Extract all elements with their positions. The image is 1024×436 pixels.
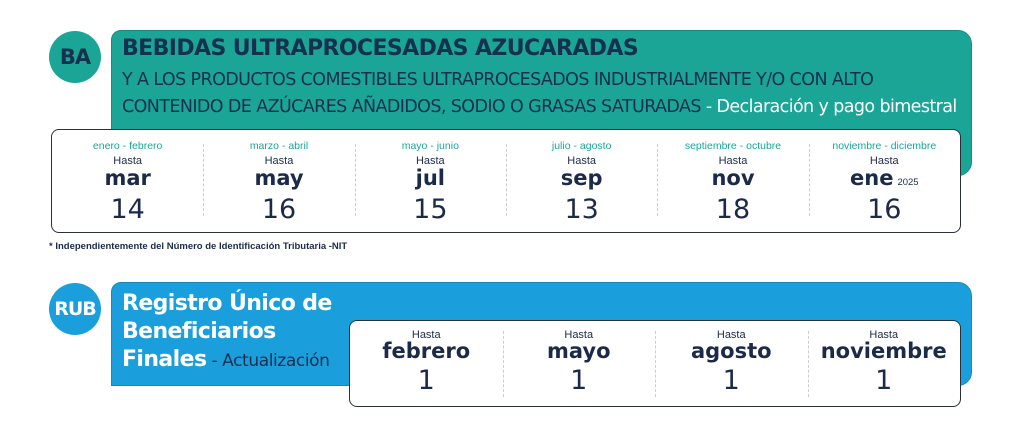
ba-period-label: noviembre - diciembre [832,140,937,152]
ba-hasta-label: Hasta [869,155,899,167]
ba-deadline-item: mayo - junio Hasta jul 15 [354,130,506,232]
ba-month-text: nov [711,166,755,190]
rub-title: Registro Único de Beneficiarios Finales … [122,290,352,375]
ba-month-label: jul [355,166,506,190]
ba-day-value: 18 [715,194,751,225]
ba-month-label: mar [52,166,203,190]
rub-hasta-label: Hasta [564,329,594,341]
ba-footnote: * Independientemente del Número de Ident… [49,241,348,252]
ba-deadline-item: septiembre - octubre Hasta nov 18 [657,130,808,232]
rub-day-value: 1 [722,365,740,396]
rub-deadline-item: Hasta noviembre 1 [807,321,961,406]
ba-hasta-label: Hasta [264,155,294,167]
ba-period-label: septiembre - octubre [684,140,782,152]
ba-deadline-item: marzo - abril Hasta may 16 [203,130,354,232]
ba-subtitle: Y A LOS PRODUCTOS COMESTIBLES ULTRAPROCE… [122,67,972,121]
rub-month-label: noviembre [820,339,947,363]
rub-day-value: 1 [417,365,435,396]
rub-badge: RUB [49,283,101,335]
ba-month-label: may [203,166,354,190]
rub-deadlines-table: Hasta febrero 1 Hasta mayo 1 Hasta agost… [349,320,961,407]
rub-title-main: Registro Único de Beneficiarios Finales [122,291,332,372]
ba-month-text: jul [415,166,445,190]
rub-hasta-label: Hasta [716,329,746,341]
ba-hasta-label: Hasta [113,155,143,167]
ba-badge: BA [49,31,101,83]
ba-period-label: julio - agosto [551,140,612,152]
ba-subtitle-suffix: - Declaración y pago bimestral [700,97,957,117]
ba-day-value: 16 [261,194,297,225]
rub-deadline-item: Hasta febrero 1 [350,321,503,406]
ba-hasta-label: Hasta [718,155,748,167]
ba-deadline-item: julio - agosto Hasta sep 13 [505,130,657,232]
ba-period-label: marzo - abril [249,140,309,152]
rub-hasta-label: Hasta [411,329,441,341]
rub-month-label: mayo [546,339,611,363]
ba-month-text: mar [104,166,151,190]
rub-day-value: 1 [875,365,893,396]
ba-deadline-item: enero - febrero Hasta mar 14 [52,130,203,232]
ba-subtitle-main: Y A LOS PRODUCTOS COMESTIBLES ULTRAPROCE… [122,70,874,117]
rub-day-value: 1 [570,365,588,396]
rub-month-label: agosto [690,339,772,363]
ba-day-value: 13 [564,194,599,225]
rub-month-label: febrero [382,339,471,363]
ba-title: BEBIDAS ULTRAPROCESADAS AZUCARADAS [122,36,639,61]
ba-day-value: 15 [413,194,448,225]
ba-period-label: mayo - junio [401,140,459,152]
ba-month-label: ene 2025 [809,166,960,190]
rub-deadline-item: Hasta agosto 1 [655,321,808,406]
rub-deadline-item: Hasta mayo 1 [502,321,656,406]
ba-deadline-item: noviembre - diciembre Hasta ene 2025 16 [808,130,960,232]
ba-period-label: enero - febrero [92,140,163,152]
ba-month-text: ene [850,166,894,190]
ba-hasta-label: Hasta [567,155,597,167]
ba-day-value: 16 [867,194,902,225]
ba-year-label: 2025 [897,177,919,188]
ba-month-label: sep [506,166,657,190]
rub-hasta-label: Hasta [869,329,899,341]
rub-title-suffix: - Actualización [206,351,330,371]
ba-month-text: sep [560,166,603,190]
ba-month-label: nov [657,166,808,190]
ba-deadlines-table: enero - febrero Hasta mar 14 marzo - abr… [51,129,961,233]
ba-hasta-label: Hasta [415,155,445,167]
ba-month-text: may [254,166,304,190]
ba-day-value: 14 [110,194,145,225]
